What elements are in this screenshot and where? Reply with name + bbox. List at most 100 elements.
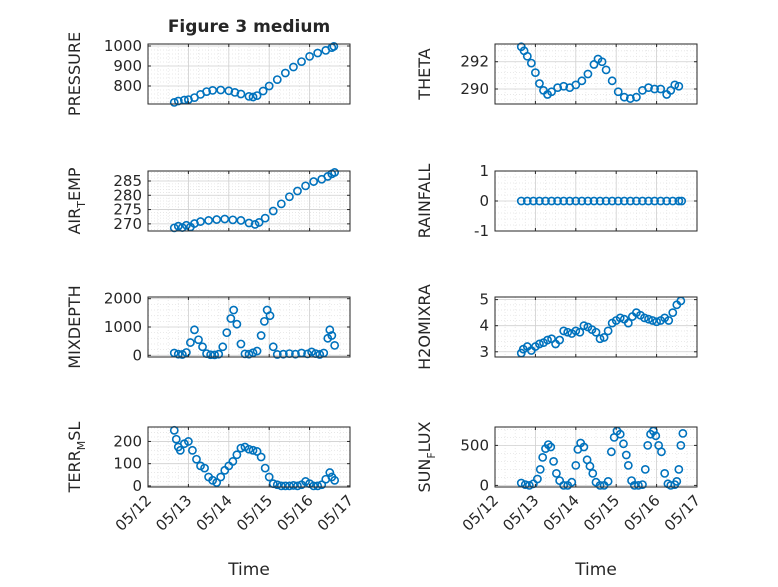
- data-point: [264, 81, 274, 91]
- data-point: [619, 92, 629, 102]
- y-label-part: SL: [65, 422, 84, 441]
- data-point: [524, 480, 534, 490]
- data-point: [535, 196, 544, 206]
- y-tick-label: 200: [113, 432, 142, 450]
- series-markers: [169, 168, 340, 233]
- data-point: [268, 206, 278, 216]
- data-point: [194, 335, 203, 345]
- data-point: [619, 196, 629, 206]
- data-point: [232, 319, 242, 329]
- data-point: [256, 331, 266, 340]
- data-point: [676, 440, 686, 450]
- data-point: [317, 480, 327, 490]
- data-point: [252, 447, 262, 456]
- data-point: [678, 428, 688, 438]
- y-tick-label: 290: [460, 80, 489, 98]
- data-point: [565, 196, 575, 206]
- data-point: [644, 83, 653, 93]
- data-point: [516, 196, 526, 206]
- data-point: [268, 342, 278, 352]
- data-point: [533, 474, 542, 484]
- x-tick-label: 05/12: [112, 491, 155, 534]
- y-tick-label: 900: [113, 57, 142, 75]
- y-label-subscript: M: [75, 441, 88, 451]
- data-point: [553, 196, 563, 206]
- x-tick-label: 05/17: [661, 491, 704, 534]
- data-point: [226, 314, 236, 323]
- data-point: [552, 468, 561, 478]
- data-point: [284, 192, 294, 202]
- data-point: [325, 325, 335, 335]
- y-tick-label: 0: [479, 476, 489, 494]
- data-point: [595, 196, 605, 206]
- data-point: [218, 342, 228, 352]
- grid: [147, 44, 351, 104]
- y-tick-label: 100: [113, 455, 142, 473]
- data-point: [309, 177, 319, 186]
- data-point: [272, 350, 282, 359]
- data-point: [327, 331, 337, 340]
- data-point: [200, 463, 209, 473]
- data-point: [228, 215, 238, 225]
- y-axis-label: SUNFLUX: [415, 421, 438, 492]
- data-point: [173, 221, 183, 231]
- axes-box: [147, 426, 351, 488]
- data-point: [615, 313, 625, 323]
- data-point: [625, 196, 635, 206]
- data-point: [206, 350, 216, 360]
- data-point: [526, 58, 536, 68]
- data-point: [606, 447, 616, 457]
- data-point: [652, 317, 661, 327]
- y-tick-label: 292: [460, 53, 489, 71]
- data-point: [559, 326, 569, 336]
- data-point: [651, 431, 661, 441]
- data-point: [625, 94, 635, 103]
- data-point: [623, 460, 633, 470]
- data-point: [244, 92, 254, 101]
- subplot-rainfall: -1 0 1 RAINFALL: [415, 162, 698, 240]
- y-label-part: AIR: [65, 208, 84, 235]
- grid: [147, 297, 351, 357]
- x-tick-label: 05/13: [152, 491, 195, 534]
- data-point: [244, 218, 254, 228]
- data-point: [228, 457, 238, 466]
- data-point: [585, 461, 595, 471]
- data-point: [210, 350, 220, 360]
- y-tick-label: 800: [113, 77, 142, 95]
- data-point: [531, 68, 540, 78]
- data-point: [190, 325, 199, 335]
- y-label-part: EMP: [65, 167, 84, 201]
- data-point: [583, 196, 593, 206]
- data-point: [244, 444, 254, 454]
- data-point: [546, 442, 556, 452]
- data-point: [181, 220, 191, 230]
- data-point: [674, 81, 684, 91]
- x-tick-label: 05/14: [540, 491, 583, 534]
- data-point: [674, 196, 684, 206]
- data-point: [212, 478, 222, 487]
- data-point: [563, 327, 573, 337]
- data-point: [289, 62, 298, 72]
- axes-box: [147, 43, 351, 105]
- y-axis-label: RAINFALL: [415, 164, 434, 239]
- data-point: [330, 475, 340, 485]
- data-point: [623, 318, 633, 328]
- data-point: [329, 42, 339, 51]
- y-label-subscript: T: [75, 201, 88, 209]
- series-markers: [169, 305, 340, 360]
- data-point: [535, 339, 544, 349]
- data-point: [571, 326, 581, 336]
- data-point: [543, 335, 552, 345]
- data-point: [668, 196, 678, 206]
- y-tick-label: 0: [132, 477, 142, 495]
- data-point: [650, 196, 659, 206]
- data-point: [272, 480, 282, 490]
- data-point: [664, 316, 674, 325]
- data-point: [567, 477, 577, 487]
- data-point: [535, 79, 544, 88]
- data-point: [280, 68, 290, 78]
- data-point: [522, 51, 532, 61]
- data-point: [553, 83, 563, 93]
